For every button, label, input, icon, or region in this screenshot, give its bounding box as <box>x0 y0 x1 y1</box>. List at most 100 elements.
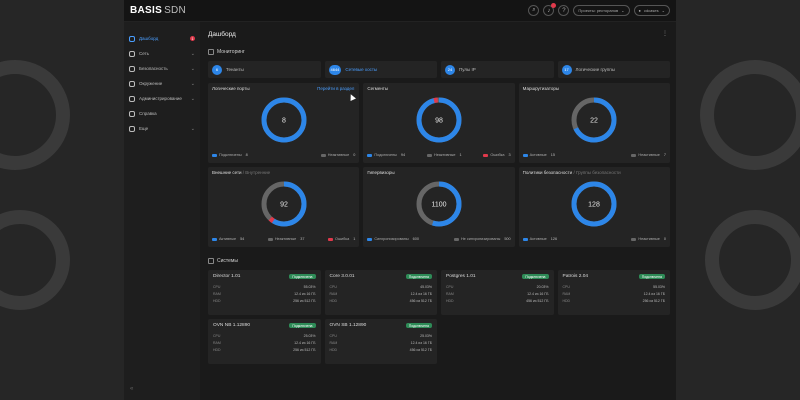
card-title: Сегменты <box>367 86 510 91</box>
metric-value: 256 из 512 ГБ <box>293 348 316 352</box>
metric-card: Маршрутизаторы 22 Активные 15 Неактивные 7 <box>518 83 670 163</box>
legend-value: 1 <box>459 153 462 157</box>
system-card[interactable]: Patrois 2.04 Подключена CPU 55.03% RAM 12.4 и… <box>557 270 670 315</box>
search-icon[interactable]: ⌕ <box>528 5 540 16</box>
system-name: Director 1.01 <box>213 274 241 279</box>
metric-row: HDD 256 из 512 ГБ <box>213 348 316 352</box>
metric-row: RAM 12.4 из 16 ГБ <box>330 341 433 345</box>
go-to-section-link[interactable]: Перейти в раздел <box>317 86 355 91</box>
notifications-icon[interactable]: ♪ <box>543 3 557 16</box>
monitoring-section-title: Мониторинг <box>208 49 670 55</box>
metric-row: HDD 256 из 512 ГБ <box>213 299 316 303</box>
stat-card[interactable]: 6 Тенанты <box>208 61 321 78</box>
sidebar-item-5[interactable]: Справка <box>124 106 200 121</box>
status-badge: Подключена <box>405 274 432 279</box>
collapse-sidebar-icon[interactable]: « <box>130 386 134 392</box>
legend-label: Подключены <box>219 153 242 157</box>
metric-value: 456 из 512 ГБ <box>526 299 549 303</box>
status-badge: Подключена <box>405 323 432 328</box>
metric-key: CPU <box>329 285 337 289</box>
metric-key: CPU <box>562 285 570 289</box>
system-card[interactable]: Director 1.01 Подключена CPU 55.03% RAM 12.4 … <box>208 270 321 315</box>
status-badge: Подключена <box>638 274 665 279</box>
legend-swatch <box>212 237 217 241</box>
metric-row: RAM 12.4 из 16 ГБ <box>213 292 316 296</box>
legend-label: Неактивные <box>327 153 350 157</box>
more-menu-icon[interactable]: ⋮ <box>662 31 668 37</box>
system-name: OVN SB 1.12890 <box>329 323 367 328</box>
donut-total: 92 <box>280 202 288 209</box>
system-card[interactable]: OVN SB 1.12890 Подключена CPU 25.03% RAM 12.4… <box>324 319 437 364</box>
legend-value: 94 <box>400 153 406 157</box>
legend-label: Неактивные <box>638 153 660 157</box>
sidebar-item-4[interactable]: Администрирование ⌄ <box>124 91 200 106</box>
stat-label: Сетевые хосты <box>345 67 378 72</box>
system-metrics: CPU 55.03% RAM 12.4 из 16 ГБ HDD 256 из 512 Г… <box>563 285 666 303</box>
system-name: Postgres 1.01 <box>446 274 476 279</box>
system-name: Patrois 2.04 <box>562 274 589 279</box>
metric-key: HDD <box>329 299 338 303</box>
card-title-text: Маршрутизаторы <box>522 86 560 91</box>
sidebar-item-0[interactable]: Дашборд 1 <box>124 31 200 46</box>
sidebar-item-6[interactable]: Еще ⌄ <box>124 121 200 136</box>
sidebar-item-2[interactable]: Безопасность ⌄ <box>124 61 200 76</box>
metric-card: Сегменты 98 Подключены 94 Неактивные 1 Ошибка 3 <box>363 83 515 163</box>
metric-key: RAM <box>213 341 221 345</box>
card-title-text: Внешние сети <box>212 170 242 175</box>
metric-cards: Логические порты Перейти в раздел 8 Подключ… <box>208 83 670 247</box>
sidebar-item-icon <box>129 125 135 132</box>
metric-row: CPU 55.03% <box>213 285 316 289</box>
sidebar-item-icon <box>129 35 135 42</box>
legend-swatch <box>328 237 334 241</box>
sidebar-badge: 1 <box>190 36 195 41</box>
donut-fill <box>416 97 462 143</box>
user-menu[interactable]: ● cdcases ⌄ <box>633 5 670 16</box>
stat-card[interactable]: 17 Логические группы <box>557 61 670 78</box>
sidebar-item-label: Окружение <box>139 81 163 86</box>
logo[interactable]: BASIS SDN <box>130 5 187 16</box>
stat-count-badge: 17 <box>561 64 572 75</box>
sidebar-item-3[interactable]: Окружение ⌄ <box>124 76 200 91</box>
metric-row: RAM 12.4 из 16 ГБ <box>563 292 666 296</box>
metric-key: RAM <box>562 292 571 296</box>
metric-card: Внешние сети / Внутренние 92 Активные 54 Неа… <box>208 167 360 247</box>
metric-row: HDD 456 из 512 ГБ <box>446 299 549 303</box>
legend-swatch <box>522 237 528 241</box>
card-legend: Активные 54 Неактивные 37 Ошибка 1 <box>212 237 355 241</box>
system-card[interactable]: Postgres 1.01 Подключена CPU 20.03% RAM 12.4 … <box>441 270 554 315</box>
legend-swatch <box>367 153 373 157</box>
stat-label: Пулы IP <box>459 67 476 72</box>
sidebar: Дашборд 1 Сеть ⌄ Безопасность ⌄ Окружение ⌄ Адми… <box>124 22 200 400</box>
metric-value: 25.03% <box>303 334 316 338</box>
metric-value: 55.03% <box>303 285 316 289</box>
system-metrics: CPU 55.03% RAM 12.4 из 16 ГБ HDD 256 из 512 Г… <box>213 285 316 303</box>
legend-label: Подключены <box>374 153 397 157</box>
metric-value: 12.4 из 16 ГБ <box>294 292 316 296</box>
main-content: Дашборд ⋮ Мониторинг 6 Тенанты 4644 Сетевые… <box>208 22 670 400</box>
system-card[interactable]: Core 3.0.01 Подключена CPU 45.03% RAM 12.4 из… <box>324 270 437 315</box>
metric-row: RAM 12.4 из 16 ГБ <box>330 292 433 296</box>
legend-label: Неактивные <box>638 237 660 241</box>
legend-value: 3 <box>508 153 511 157</box>
project-selector[interactable]: Проекты: ресторанов ⌄ <box>573 5 630 16</box>
legend-value: 8 <box>245 153 248 157</box>
card-title: Логические порты <box>212 86 355 91</box>
legend-label: Не синхронизированы <box>460 237 501 241</box>
chevron-down-icon: ⌄ <box>190 125 195 132</box>
system-card[interactable]: OVN NB 1.12890 Подключена CPU 25.03% RAM 12.4… <box>208 319 321 364</box>
metric-key: RAM <box>329 292 338 296</box>
stat-card[interactable]: 24 Пулы IP <box>441 61 554 78</box>
sidebar-item-1[interactable]: Сеть ⌄ <box>124 46 200 61</box>
donut-chart: 22 <box>571 97 617 143</box>
help-icon[interactable]: ? <box>558 5 570 16</box>
card-title: Гипервизоры <box>367 170 510 175</box>
donut-fill <box>261 181 307 227</box>
legend-value: 0 <box>353 153 356 157</box>
metric-key: CPU <box>329 334 337 338</box>
legend-label: Синхронизированы <box>374 237 409 241</box>
legend-label: Неактивные <box>433 153 456 157</box>
sidebar-item-label: Сеть <box>139 51 150 56</box>
stat-card[interactable]: 4644 Сетевые хосты <box>324 61 437 78</box>
metric-value: 20.03% <box>536 285 549 289</box>
donut-total: 8 <box>282 118 286 125</box>
